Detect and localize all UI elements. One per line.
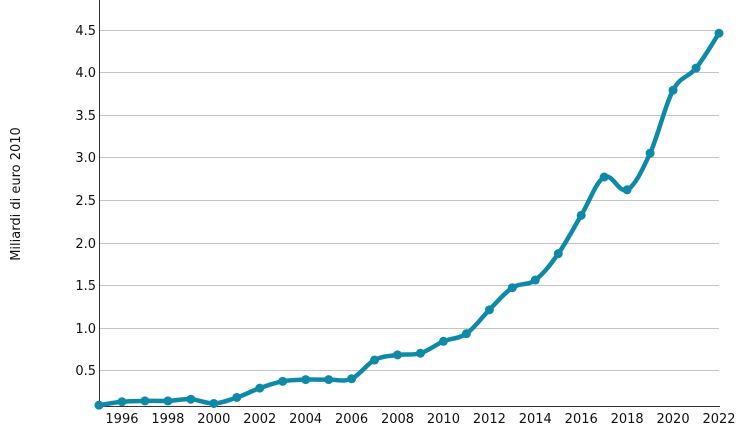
gridlines	[99, 30, 719, 371]
y-tick-label: 0.5	[75, 364, 96, 379]
data-point	[209, 398, 219, 408]
x-tick-label: 2000	[197, 412, 230, 427]
data-point	[553, 249, 563, 259]
data-point	[94, 400, 104, 410]
data-point	[484, 305, 494, 315]
axes	[99, 0, 720, 407]
x-tick-label: 2022	[702, 412, 735, 427]
data-point	[140, 396, 150, 406]
y-tick-label: 4.0	[75, 66, 96, 81]
x-tick-label: 2014	[519, 412, 552, 427]
data-point	[255, 383, 265, 393]
series-layer	[94, 28, 724, 410]
x-tick-label: 2018	[611, 412, 644, 427]
x-tick-label: 2020	[657, 412, 690, 427]
data-point	[370, 355, 380, 365]
x-tick-label: 2002	[243, 412, 276, 427]
y-tick-label: 2.5	[75, 194, 96, 209]
data-point	[163, 396, 173, 406]
x-tick-label: 1998	[151, 412, 184, 427]
x-tick-label: 1996	[105, 412, 138, 427]
data-point	[599, 172, 609, 182]
x-tick-label: 2008	[381, 412, 414, 427]
data-point	[232, 392, 242, 402]
y-tick-label: 4.5	[75, 24, 96, 39]
y-tick-label: 3.5	[75, 109, 96, 124]
data-point	[347, 374, 357, 384]
data-point	[393, 350, 403, 360]
data-point	[301, 375, 311, 385]
tick-labels: 0.5 1.0 1.5 2.0 2.5 3.0 3.5 4.0 4.5 1996 1998 2000 2…	[75, 24, 735, 427]
data-point	[530, 275, 540, 285]
data-point	[622, 185, 632, 195]
data-point	[117, 397, 127, 407]
x-tick-label: 2006	[335, 412, 368, 427]
data-point	[324, 375, 334, 385]
data-point	[668, 85, 678, 95]
data-point	[186, 394, 196, 404]
data-point	[278, 376, 288, 386]
data-point	[691, 63, 701, 73]
data-point	[645, 148, 655, 158]
data-point	[415, 348, 425, 358]
y-tick-label: 3.0	[75, 151, 96, 166]
data-point	[576, 210, 586, 220]
x-tick-label: 2016	[565, 412, 598, 427]
data-point	[461, 329, 471, 339]
x-tick-label: 2010	[427, 412, 460, 427]
x-tick-label: 2012	[473, 412, 506, 427]
x-tick-label: 2004	[289, 412, 322, 427]
y-axis-title: Miliardi di euro 2010	[9, 127, 24, 261]
y-tick-label: 2.0	[75, 237, 96, 252]
data-point	[714, 28, 724, 38]
data-point	[438, 336, 448, 346]
data-point	[507, 283, 517, 293]
series-line	[96, 30, 722, 408]
y-tick-label: 1.0	[75, 322, 96, 337]
y-tick-label: 1.5	[75, 279, 96, 294]
